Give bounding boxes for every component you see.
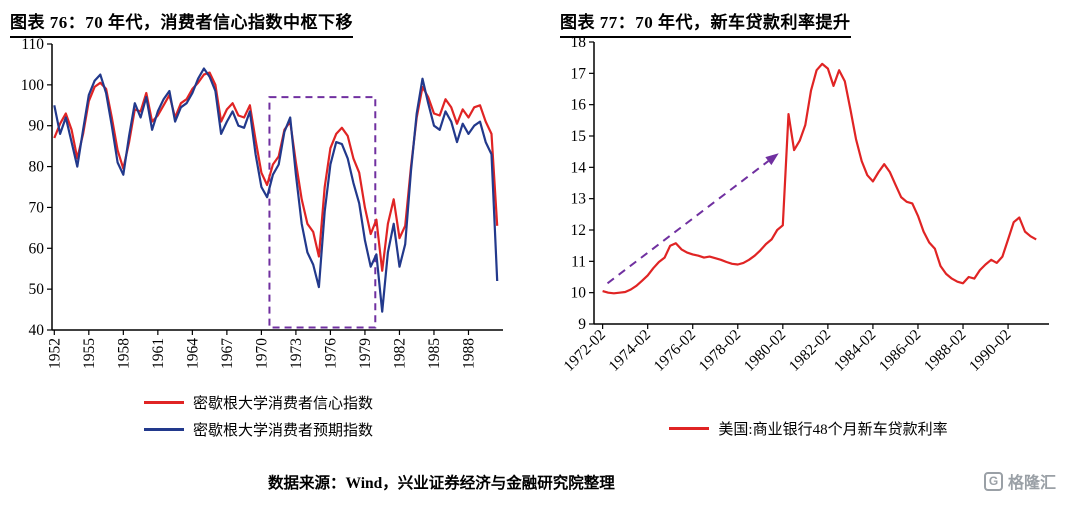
svg-text:16: 16 <box>571 97 587 114</box>
svg-text:1967: 1967 <box>219 338 236 369</box>
svg-text:1980-02: 1980-02 <box>741 326 790 375</box>
legend-item-sentiment: 密歇根大学消费者信心指数 <box>143 392 373 413</box>
svg-text:13: 13 <box>571 191 587 208</box>
legend-item-expectations: 密歇根大学消费者预期指数 <box>143 419 373 440</box>
legend-label-loan-rate: 美国:商业银行48个月新车贷款利率 <box>718 422 948 438</box>
svg-text:1961: 1961 <box>150 338 167 369</box>
gelonghui-logo-text: 格隆汇 <box>1007 475 1056 492</box>
legend-label-sentiment: 密歇根大学消费者信心指数 <box>192 396 373 412</box>
svg-text:18: 18 <box>571 34 587 51</box>
svg-text:40: 40 <box>29 322 45 339</box>
figure76-legend: 密歇根大学消费者信心指数 密歇根大学消费者预期指数 <box>6 392 511 440</box>
data-source-text: 数据来源：Wind，兴业证券经济与金融研究院整理 <box>268 475 615 492</box>
figure76-title: 图表 76：70 年代，消费者信心指数中枢下移 <box>10 8 353 38</box>
legend-item-loan-rate: 美国:商业银行48个月新车贷款利率 <box>669 418 948 439</box>
svg-text:1976: 1976 <box>322 338 339 369</box>
auto-loan-rate-chart: 9 10 11 12 13 14 15 16 17 18 1972-021974-021976-02… <box>560 34 1049 375</box>
svg-text:90: 90 <box>29 118 45 135</box>
svg-text:70: 70 <box>29 199 45 216</box>
svg-text:17: 17 <box>571 65 587 82</box>
svg-text:12: 12 <box>571 222 587 239</box>
svg-text:1979: 1979 <box>357 338 374 369</box>
svg-text:1972-02: 1972-02 <box>560 326 609 375</box>
svg-text:80: 80 <box>29 159 45 176</box>
svg-text:110: 110 <box>21 36 44 53</box>
svg-text:50: 50 <box>29 281 45 298</box>
svg-text:9: 9 <box>578 316 586 333</box>
svg-text:1964: 1964 <box>184 338 201 369</box>
svg-text:14: 14 <box>571 159 587 176</box>
svg-text:1976-02: 1976-02 <box>651 326 700 375</box>
svg-text:60: 60 <box>29 240 45 257</box>
svg-text:1988-02: 1988-02 <box>921 326 970 375</box>
svg-text:1982: 1982 <box>391 338 408 369</box>
svg-text:1982-02: 1982-02 <box>786 326 835 375</box>
red-line-swatch <box>143 401 184 404</box>
red-line-swatch <box>669 427 710 430</box>
legend-label-expectations: 密歇根大学消费者预期指数 <box>192 423 373 439</box>
svg-text:1973: 1973 <box>288 338 305 369</box>
svg-text:1952: 1952 <box>46 338 63 369</box>
svg-text:1955: 1955 <box>81 338 98 369</box>
gelonghui-logo: G 格隆汇 <box>983 469 1056 493</box>
svg-text:1986-02: 1986-02 <box>876 326 925 375</box>
svg-text:1984-02: 1984-02 <box>831 326 880 375</box>
figure77-title: 图表 77：70 年代，新车贷款利率提升 <box>560 8 851 38</box>
gelonghui-logo-icon: G <box>983 471 1003 491</box>
svg-text:1978-02: 1978-02 <box>696 326 745 375</box>
svg-text:100: 100 <box>21 77 45 94</box>
consumer-confidence-chart: 40 50 60 70 80 90 100 110 1952 1955 1958 1961 1964 19… <box>21 36 503 369</box>
navy-line-swatch <box>143 428 184 431</box>
svg-text:1985: 1985 <box>426 338 443 369</box>
svg-text:1958: 1958 <box>115 338 132 369</box>
svg-text:1990-02: 1990-02 <box>966 326 1015 375</box>
svg-text:11: 11 <box>571 253 586 270</box>
svg-text:1970: 1970 <box>253 338 270 369</box>
svg-text:1988: 1988 <box>460 338 477 369</box>
svg-text:15: 15 <box>571 128 587 145</box>
svg-text:10: 10 <box>571 285 587 302</box>
figure77-legend: 美国:商业银行48个月新车贷款利率 <box>556 418 1061 439</box>
svg-text:1974-02: 1974-02 <box>605 326 654 375</box>
